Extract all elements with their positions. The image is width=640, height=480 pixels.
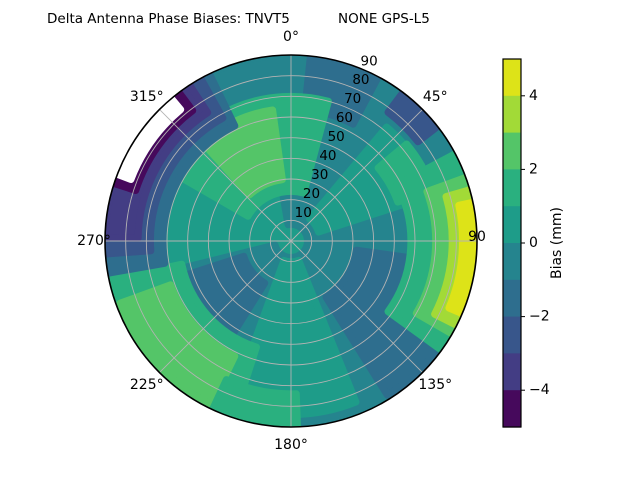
grid-spoke-315 [159, 109, 292, 242]
colorbar-band-0 [503, 59, 521, 97]
azimuth-label-225: 225° [130, 377, 164, 393]
colorbar-tick-label-4: 4 [529, 88, 538, 104]
azimuth-label-45: 45° [423, 89, 448, 105]
azimuth-label-0: 0° [283, 29, 299, 45]
zenith-label-30: 30 [311, 167, 328, 183]
azimuth-label-270: 270° [77, 233, 111, 249]
colorbar-tick-label--4: −4 [529, 382, 550, 398]
azimuth-label-90: 90 [468, 229, 486, 245]
azimuth-tick-labels: 0° 45° 90 135° 180° 225° 270° 315° [77, 29, 486, 453]
plot-title-main: Delta Antenna Phase Biases: TNVT5 [47, 11, 290, 27]
grid-spoke-225 [159, 240, 292, 373]
contour-southwest-green-core [116, 281, 239, 408]
colorbar-tick-label-2: 2 [529, 161, 538, 177]
zenith-label-90: 90 [361, 53, 378, 69]
grid-spoke-135 [290, 240, 423, 373]
zenith-label-70: 70 [344, 91, 361, 107]
colorbar-band-3 [503, 169, 521, 207]
zenith-label-40: 40 [319, 148, 336, 164]
azimuth-label-135: 135° [418, 377, 452, 393]
colorbar-axis-label: Bias (mm) [549, 207, 565, 279]
polar-grid [105, 55, 477, 427]
zenith-label-80: 80 [352, 72, 369, 88]
zenith-tick-labels: 10 20 30 40 50 60 70 80 90 [295, 53, 378, 221]
colorbar-band-2 [503, 132, 521, 170]
azimuth-label-180: 180° [274, 437, 308, 453]
colorbar-band-6 [503, 279, 521, 318]
colorbar-band-4 [503, 206, 521, 244]
plot-title-signal: NONE GPS-L5 [338, 11, 430, 27]
azimuth-label-315: 315° [130, 89, 164, 105]
colorbar-band-1 [503, 95, 521, 134]
colorbar-band-7 [503, 316, 521, 354]
colorbar-band-8 [503, 353, 521, 391]
colorbar-tick-label--2: −2 [529, 309, 550, 325]
zenith-label-60: 60 [336, 110, 353, 126]
colorbar-band-5 [503, 243, 521, 281]
zenith-label-20: 20 [303, 186, 320, 202]
grid-spoke-45 [290, 109, 423, 242]
colorbar-tick-label-0: 0 [529, 235, 538, 251]
zenith-label-50: 50 [328, 129, 345, 145]
colorbar-band-9 [503, 390, 521, 428]
polar-axes-border [104, 54, 478, 428]
zenith-label-10: 10 [295, 205, 312, 221]
colorbar: 4 2 0 −2 −4 Bias (mm) [502, 58, 565, 428]
